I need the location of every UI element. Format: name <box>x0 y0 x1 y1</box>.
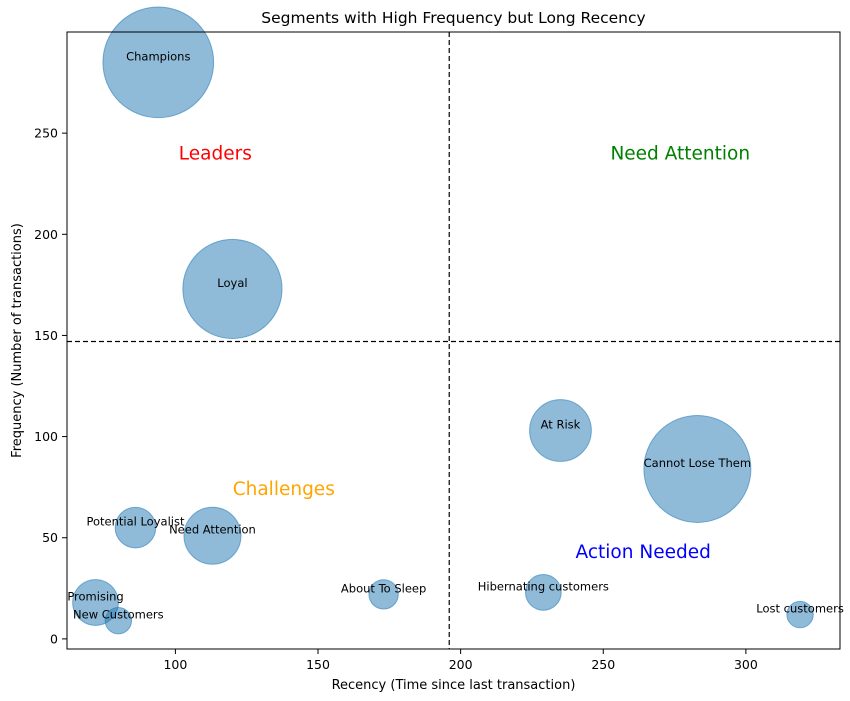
bubble <box>114 506 157 549</box>
quadrant-label: Leaders <box>179 143 252 164</box>
x-tick-label: 100 <box>163 657 187 672</box>
point-label: Cannot Lose Them <box>644 456 751 470</box>
bubble <box>368 579 399 610</box>
y-tick-label: 50 <box>42 530 58 545</box>
point-label: At Risk <box>541 418 581 432</box>
quadrant-label: Need Attention <box>610 143 750 164</box>
point-label: About To Sleep <box>341 581 426 595</box>
point-label: Hibernating customers <box>478 579 609 593</box>
point-label: Loyal <box>217 276 247 290</box>
point-labels: Champions Loyal At Risk Cannot Lose Them Pot… <box>67 49 844 621</box>
point-label: Lost customers <box>756 602 844 616</box>
threshold-lines <box>67 32 840 649</box>
bubble <box>182 238 283 340</box>
point-label: Champions <box>126 49 190 63</box>
y-tick-label: 200 <box>34 227 58 242</box>
x-tick-label: 200 <box>449 657 473 672</box>
x-tick-label: 300 <box>734 657 758 672</box>
quadrant-label: Action Needed <box>576 542 711 563</box>
axis-ticks: 100 150 200 250 300 0 50 100 150 200 250 <box>34 126 758 672</box>
y-tick-label: 0 <box>50 631 58 646</box>
chart-title: Segments with High Frequency but Long Re… <box>261 9 645 27</box>
quadrant-labels: Leaders Need Attention Challenges Action Ne… <box>179 143 750 563</box>
point-label: Potential Loyalist <box>86 515 185 529</box>
point-label: Promising <box>67 589 123 603</box>
point-label: New Customers <box>73 608 164 622</box>
bubble <box>529 399 592 462</box>
point-label: Need Attention <box>169 523 256 537</box>
y-axis-label: Frequency (Number of transactions) <box>10 223 25 458</box>
x-tick-label: 150 <box>306 657 330 672</box>
y-tick-label: 100 <box>34 429 58 444</box>
y-tick-label: 250 <box>34 126 58 141</box>
bubble <box>524 573 562 611</box>
bubble <box>183 506 242 565</box>
bubble <box>786 600 814 629</box>
quadrant-label: Challenges <box>233 479 335 500</box>
bubble <box>104 606 133 635</box>
plot-frame <box>66 31 841 650</box>
bubble <box>102 6 215 119</box>
x-axis-label: Recency (Time since last transaction) <box>332 678 576 693</box>
y-tick-label: 150 <box>34 328 58 343</box>
bubbles <box>72 6 814 635</box>
bubble <box>643 414 752 523</box>
x-tick-label: 250 <box>591 657 615 672</box>
